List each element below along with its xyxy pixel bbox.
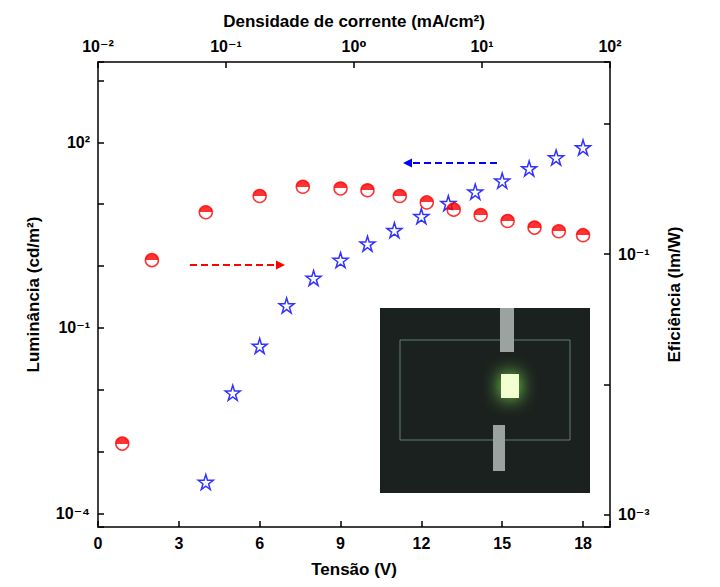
svg-text:Eficiência (lm/W): Eficiência (lm/W) <box>665 226 684 362</box>
svg-text:15: 15 <box>493 535 511 552</box>
svg-text:Densidade de corrente (mA/cm²): Densidade de corrente (mA/cm²) <box>223 12 485 31</box>
svg-text:10⁻¹: 10⁻¹ <box>58 319 90 336</box>
svg-text:10⁻²: 10⁻² <box>82 38 114 55</box>
svg-text:3: 3 <box>174 535 183 552</box>
svg-text:10²: 10² <box>598 38 621 55</box>
svg-text:10⁰: 10⁰ <box>342 38 367 55</box>
svg-text:Luminância (cd/m²): Luminância (cd/m²) <box>24 217 43 373</box>
svg-text:18: 18 <box>574 535 592 552</box>
svg-text:Tensão (V): Tensão (V) <box>311 560 397 579</box>
svg-text:6: 6 <box>255 535 264 552</box>
svg-text:10⁻¹: 10⁻¹ <box>618 246 650 263</box>
svg-text:9: 9 <box>336 535 345 552</box>
svg-text:10²: 10² <box>67 134 90 151</box>
svg-text:10⁻¹: 10⁻¹ <box>210 38 242 55</box>
svg-text:10⁻⁴: 10⁻⁴ <box>56 505 90 522</box>
svg-text:0: 0 <box>94 535 103 552</box>
svg-text:10⁻³: 10⁻³ <box>618 506 650 523</box>
svg-text:12: 12 <box>412 535 430 552</box>
svg-text:10¹: 10¹ <box>470 38 493 55</box>
